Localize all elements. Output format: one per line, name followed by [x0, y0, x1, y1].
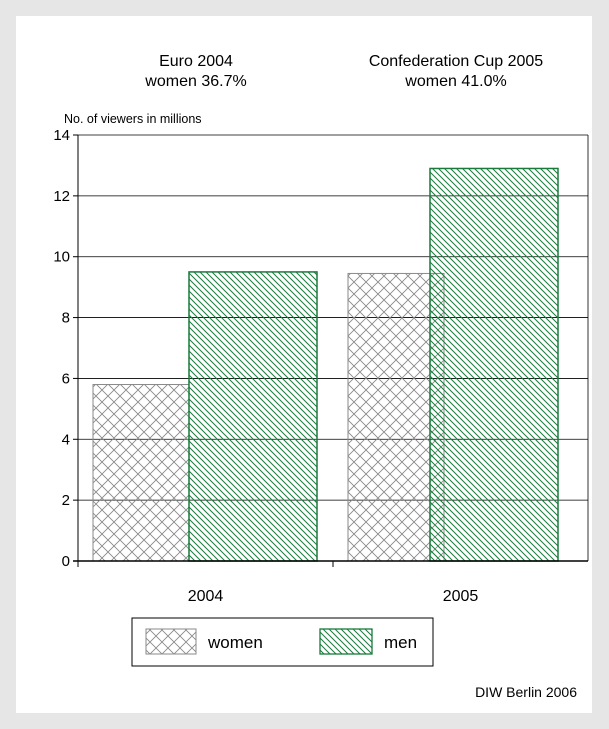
bar-women-2005: [347, 272, 445, 562]
y-tick-label-10: 10: [53, 249, 70, 266]
legend-swatch-women: [145, 628, 197, 655]
x-tick-label-2005: 2005: [443, 588, 479, 605]
legend-swatch-men: [319, 628, 373, 655]
bar-men-2004: [188, 271, 318, 562]
y-tick-label-14: 14: [53, 127, 70, 144]
y-tick-label-4: 4: [62, 431, 70, 448]
x-tick-label-2004: 2004: [188, 588, 224, 605]
x-tick-labels: 2004 2005: [188, 588, 479, 605]
y-tick-label-0: 0: [62, 553, 70, 570]
annotation-1-line2: women 36.7%: [144, 73, 246, 90]
annotation-2-line1: Confederation Cup 2005: [369, 53, 543, 70]
legend-label-women: women: [207, 633, 263, 652]
y-tick-label-6: 6: [62, 370, 70, 387]
y-tick-label-2: 2: [62, 492, 70, 509]
bars: [92, 167, 559, 562]
legend-label-men: men: [384, 633, 417, 652]
y-axis-label: No. of viewers in millions: [64, 112, 202, 126]
annotation-2-line2: women 41.0%: [404, 73, 506, 90]
legend: women men: [131, 617, 434, 667]
bar-women-2004: [92, 384, 190, 562]
bar-men-2005: [429, 167, 559, 562]
source-note: DIW Berlin 2006: [475, 684, 577, 700]
y-tick-labels: 0 2 4 6 8 10 12 14: [53, 127, 70, 570]
annotation-1-line1: Euro 2004: [159, 53, 233, 70]
y-tick-label-12: 12: [53, 188, 70, 205]
axes: [73, 134, 589, 567]
y-tick-label-8: 8: [62, 310, 70, 327]
